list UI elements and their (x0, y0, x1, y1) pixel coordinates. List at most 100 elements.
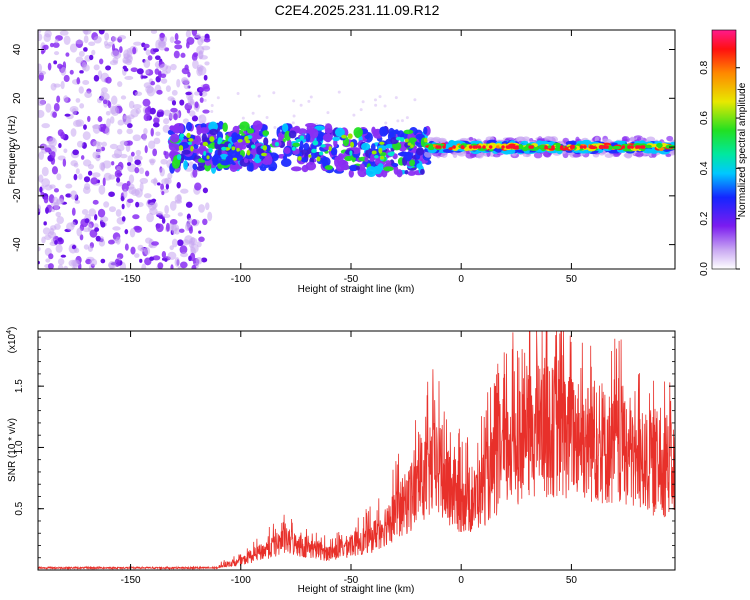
spectral-blob (192, 163, 198, 170)
spectral-blob (141, 263, 147, 269)
spectral-blob (208, 121, 218, 132)
spectral-blob (202, 141, 209, 147)
x-tick-label: 0 (458, 575, 464, 586)
spectral-blob (400, 119, 404, 123)
spectral-blob (203, 74, 208, 81)
spectral-blob (359, 163, 366, 172)
spectral-blob (237, 139, 243, 143)
snr-series (38, 331, 675, 570)
spectral-blob (57, 237, 63, 242)
spectral-blob (65, 183, 73, 189)
spectral-blob (65, 52, 70, 57)
spectral-blob (47, 62, 52, 71)
spectral-blob (322, 133, 333, 142)
spectral-blob (72, 119, 82, 128)
spectral-blob (183, 159, 188, 170)
spectral-blob (293, 125, 301, 134)
spectral-blob (82, 80, 90, 85)
spectral-blob (292, 114, 296, 118)
spectral-blob (117, 128, 123, 135)
spectral-blob (309, 95, 313, 99)
spectral-blob (74, 199, 81, 204)
spectral-blob (199, 87, 205, 92)
spectral-blob (407, 170, 416, 176)
spectral-blob (105, 76, 112, 84)
spectral-blob (665, 153, 672, 158)
spectral-blob (188, 255, 192, 262)
spectral-blob (120, 95, 127, 100)
spectral-blob (135, 201, 140, 208)
spectral-blob (57, 264, 64, 269)
spectral-blob (613, 153, 620, 158)
spectral-blob (303, 142, 310, 151)
spectral-blob (378, 95, 382, 99)
spectral-blob (105, 110, 111, 116)
spectral-blob (198, 115, 202, 119)
spectral-blob (437, 145, 442, 149)
spectral-blob (282, 155, 288, 160)
spectral-blob (60, 66, 67, 76)
spectral-blob (135, 149, 142, 156)
spectral-blob (70, 128, 77, 137)
spectral-blob (185, 30, 192, 38)
spectral-blob (359, 108, 363, 112)
spectral-blob (50, 83, 57, 91)
spectral-blob (143, 193, 152, 199)
spectral-blob (69, 43, 78, 53)
spectral-blob (221, 146, 227, 151)
spectral-blob (477, 145, 482, 149)
spectral-blob (196, 166, 205, 171)
spectral-blob (198, 230, 202, 234)
spectral-blob (165, 222, 170, 232)
spectral-blob (185, 91, 192, 96)
spectral-blob (84, 91, 93, 99)
spectral-blob (307, 99, 311, 103)
spectral-blob (100, 87, 108, 94)
spectral-blob (344, 155, 353, 162)
spectral-blob (507, 145, 511, 149)
spectral-blob (452, 152, 458, 159)
spectral-blob (142, 133, 147, 142)
spectral-blob (94, 227, 100, 232)
spectral-blob (117, 119, 125, 126)
spectral-blob (123, 53, 130, 60)
spectral-blob (174, 44, 183, 50)
spectral-blob (635, 145, 639, 149)
spectral-blob (92, 172, 101, 178)
spectral-blob (93, 223, 99, 229)
spectral-blob (152, 255, 161, 261)
spectral-blob (158, 41, 167, 51)
spectral-blob (75, 168, 80, 175)
spectral-blob (119, 153, 128, 159)
spectral-blob (204, 61, 210, 66)
spectral-blob (318, 151, 324, 156)
spectral-blob (316, 156, 321, 162)
spectral-blob (559, 145, 564, 149)
spectral-blob (272, 91, 276, 95)
spectral-blob (656, 143, 663, 148)
chart-title: C2E4.2025.231.11.09.R12 (274, 2, 440, 18)
spectral-blob (161, 217, 166, 224)
spectral-blob (169, 200, 177, 211)
spectral-blob (108, 239, 115, 245)
spectral-blob (72, 149, 79, 156)
spectral-blob (152, 122, 160, 128)
spectral-blob (195, 256, 203, 265)
spectral-blob (167, 172, 173, 180)
spectral-blob (130, 246, 136, 255)
spectral-blob (178, 228, 185, 233)
spectral-blob (132, 214, 140, 220)
spectral-blob (196, 45, 205, 55)
spectral-blob (206, 155, 210, 160)
spectral-blob (185, 201, 193, 208)
spectral-blob (189, 98, 195, 105)
spectral-blob (169, 245, 174, 251)
spectral-blob (232, 157, 238, 161)
spectral-blob (150, 178, 158, 184)
spectral-blob (328, 145, 332, 152)
spectral-blob (163, 118, 170, 125)
spectral-blob (71, 244, 77, 250)
x-tick-label: -100 (231, 274, 251, 285)
spectral-blob (88, 41, 96, 47)
spectral-blob (379, 141, 385, 145)
